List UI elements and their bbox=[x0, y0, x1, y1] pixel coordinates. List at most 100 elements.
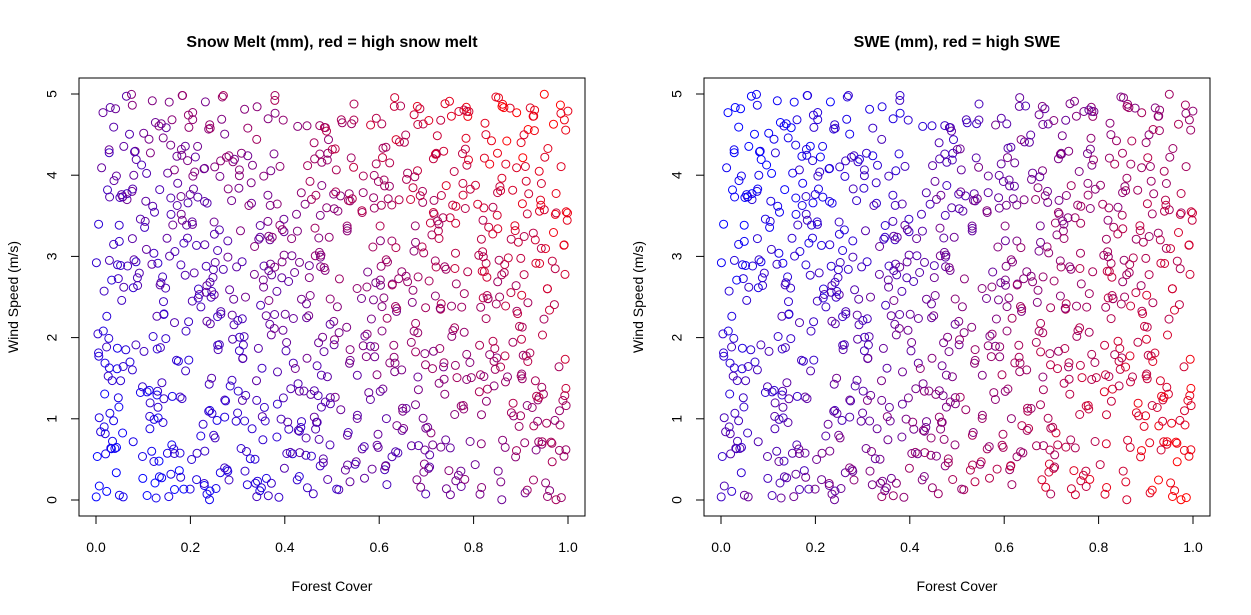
data-point bbox=[253, 343, 263, 353]
data-point bbox=[441, 264, 451, 274]
data-point bbox=[1110, 159, 1120, 169]
data-point bbox=[200, 197, 209, 206]
data-point bbox=[829, 379, 839, 389]
data-point bbox=[517, 374, 527, 384]
data-point bbox=[716, 492, 726, 502]
data-point bbox=[302, 483, 312, 493]
data-point bbox=[352, 370, 362, 380]
data-point bbox=[1061, 442, 1071, 452]
data-point bbox=[880, 232, 890, 242]
data-point bbox=[795, 318, 804, 328]
data-point bbox=[436, 115, 446, 125]
data-point bbox=[1037, 475, 1047, 485]
data-point bbox=[756, 257, 766, 267]
data-point bbox=[418, 197, 428, 207]
data-point bbox=[943, 458, 953, 468]
data-point bbox=[1040, 191, 1050, 201]
data-point bbox=[1038, 385, 1048, 395]
data-point bbox=[387, 236, 397, 246]
data-point bbox=[1055, 291, 1065, 301]
data-point bbox=[891, 478, 901, 488]
data-point bbox=[142, 168, 152, 178]
data-point bbox=[270, 95, 280, 105]
data-point bbox=[234, 165, 244, 175]
data-point bbox=[399, 137, 409, 147]
data-point bbox=[196, 431, 206, 441]
data-point bbox=[461, 102, 471, 112]
data-point bbox=[284, 277, 294, 286]
data-point bbox=[1121, 477, 1131, 487]
data-point bbox=[1079, 107, 1089, 116]
data-point bbox=[1185, 269, 1195, 279]
data-point bbox=[892, 232, 902, 242]
data-point bbox=[996, 278, 1006, 288]
data-point bbox=[766, 196, 776, 206]
data-point bbox=[809, 317, 819, 327]
data-point bbox=[801, 209, 811, 219]
data-point bbox=[150, 478, 160, 488]
data-point bbox=[988, 267, 998, 277]
data-point bbox=[445, 443, 455, 453]
data-point bbox=[204, 379, 214, 389]
data-point bbox=[311, 424, 321, 434]
data-point bbox=[791, 209, 801, 219]
data-point bbox=[956, 165, 966, 175]
data-point bbox=[465, 184, 475, 194]
data-point bbox=[757, 273, 767, 283]
data-point bbox=[730, 103, 740, 112]
data-point bbox=[516, 253, 526, 263]
data-point bbox=[801, 144, 811, 154]
data-point bbox=[152, 311, 162, 321]
data-point bbox=[1164, 205, 1174, 215]
data-point bbox=[1045, 349, 1055, 359]
data-point bbox=[755, 147, 764, 157]
data-point bbox=[737, 442, 746, 452]
data-point bbox=[910, 447, 920, 457]
data-point bbox=[547, 256, 557, 266]
data-point bbox=[920, 257, 929, 267]
data-point bbox=[1083, 190, 1093, 200]
data-point bbox=[150, 118, 160, 127]
data-point bbox=[508, 337, 518, 347]
data-point bbox=[256, 300, 266, 310]
data-point bbox=[943, 332, 953, 342]
data-point bbox=[743, 428, 753, 438]
data-point bbox=[1070, 443, 1080, 453]
data-point bbox=[166, 140, 176, 150]
data-point bbox=[377, 119, 387, 129]
data-point bbox=[283, 417, 293, 427]
data-point bbox=[1050, 462, 1060, 472]
data-point bbox=[216, 156, 226, 166]
data-point bbox=[205, 319, 215, 329]
data-point bbox=[137, 160, 147, 170]
data-point bbox=[464, 155, 473, 165]
x-tick-label: 0.2 bbox=[806, 539, 826, 555]
data-point bbox=[1188, 106, 1198, 116]
data-point bbox=[562, 215, 572, 225]
data-point bbox=[1125, 442, 1135, 452]
data-point bbox=[838, 345, 848, 355]
x-tick-label: 1.0 bbox=[558, 539, 578, 555]
data-point bbox=[1172, 256, 1182, 266]
data-point bbox=[140, 222, 150, 232]
data-point bbox=[249, 269, 259, 279]
data-point bbox=[266, 166, 276, 176]
data-point bbox=[375, 221, 385, 231]
data-point bbox=[149, 248, 159, 258]
data-point bbox=[985, 331, 995, 341]
data-point bbox=[477, 266, 487, 276]
data-point bbox=[201, 261, 211, 271]
data-point bbox=[376, 280, 385, 290]
data-point bbox=[738, 274, 748, 284]
data-point bbox=[236, 226, 245, 236]
data-point bbox=[213, 340, 223, 350]
data-point bbox=[890, 235, 900, 245]
data-point bbox=[493, 148, 502, 158]
data-point bbox=[1181, 493, 1191, 503]
data-point bbox=[389, 340, 399, 350]
data-point bbox=[801, 472, 811, 482]
data-point bbox=[100, 429, 110, 439]
data-point bbox=[1049, 276, 1059, 286]
data-point bbox=[176, 260, 186, 270]
